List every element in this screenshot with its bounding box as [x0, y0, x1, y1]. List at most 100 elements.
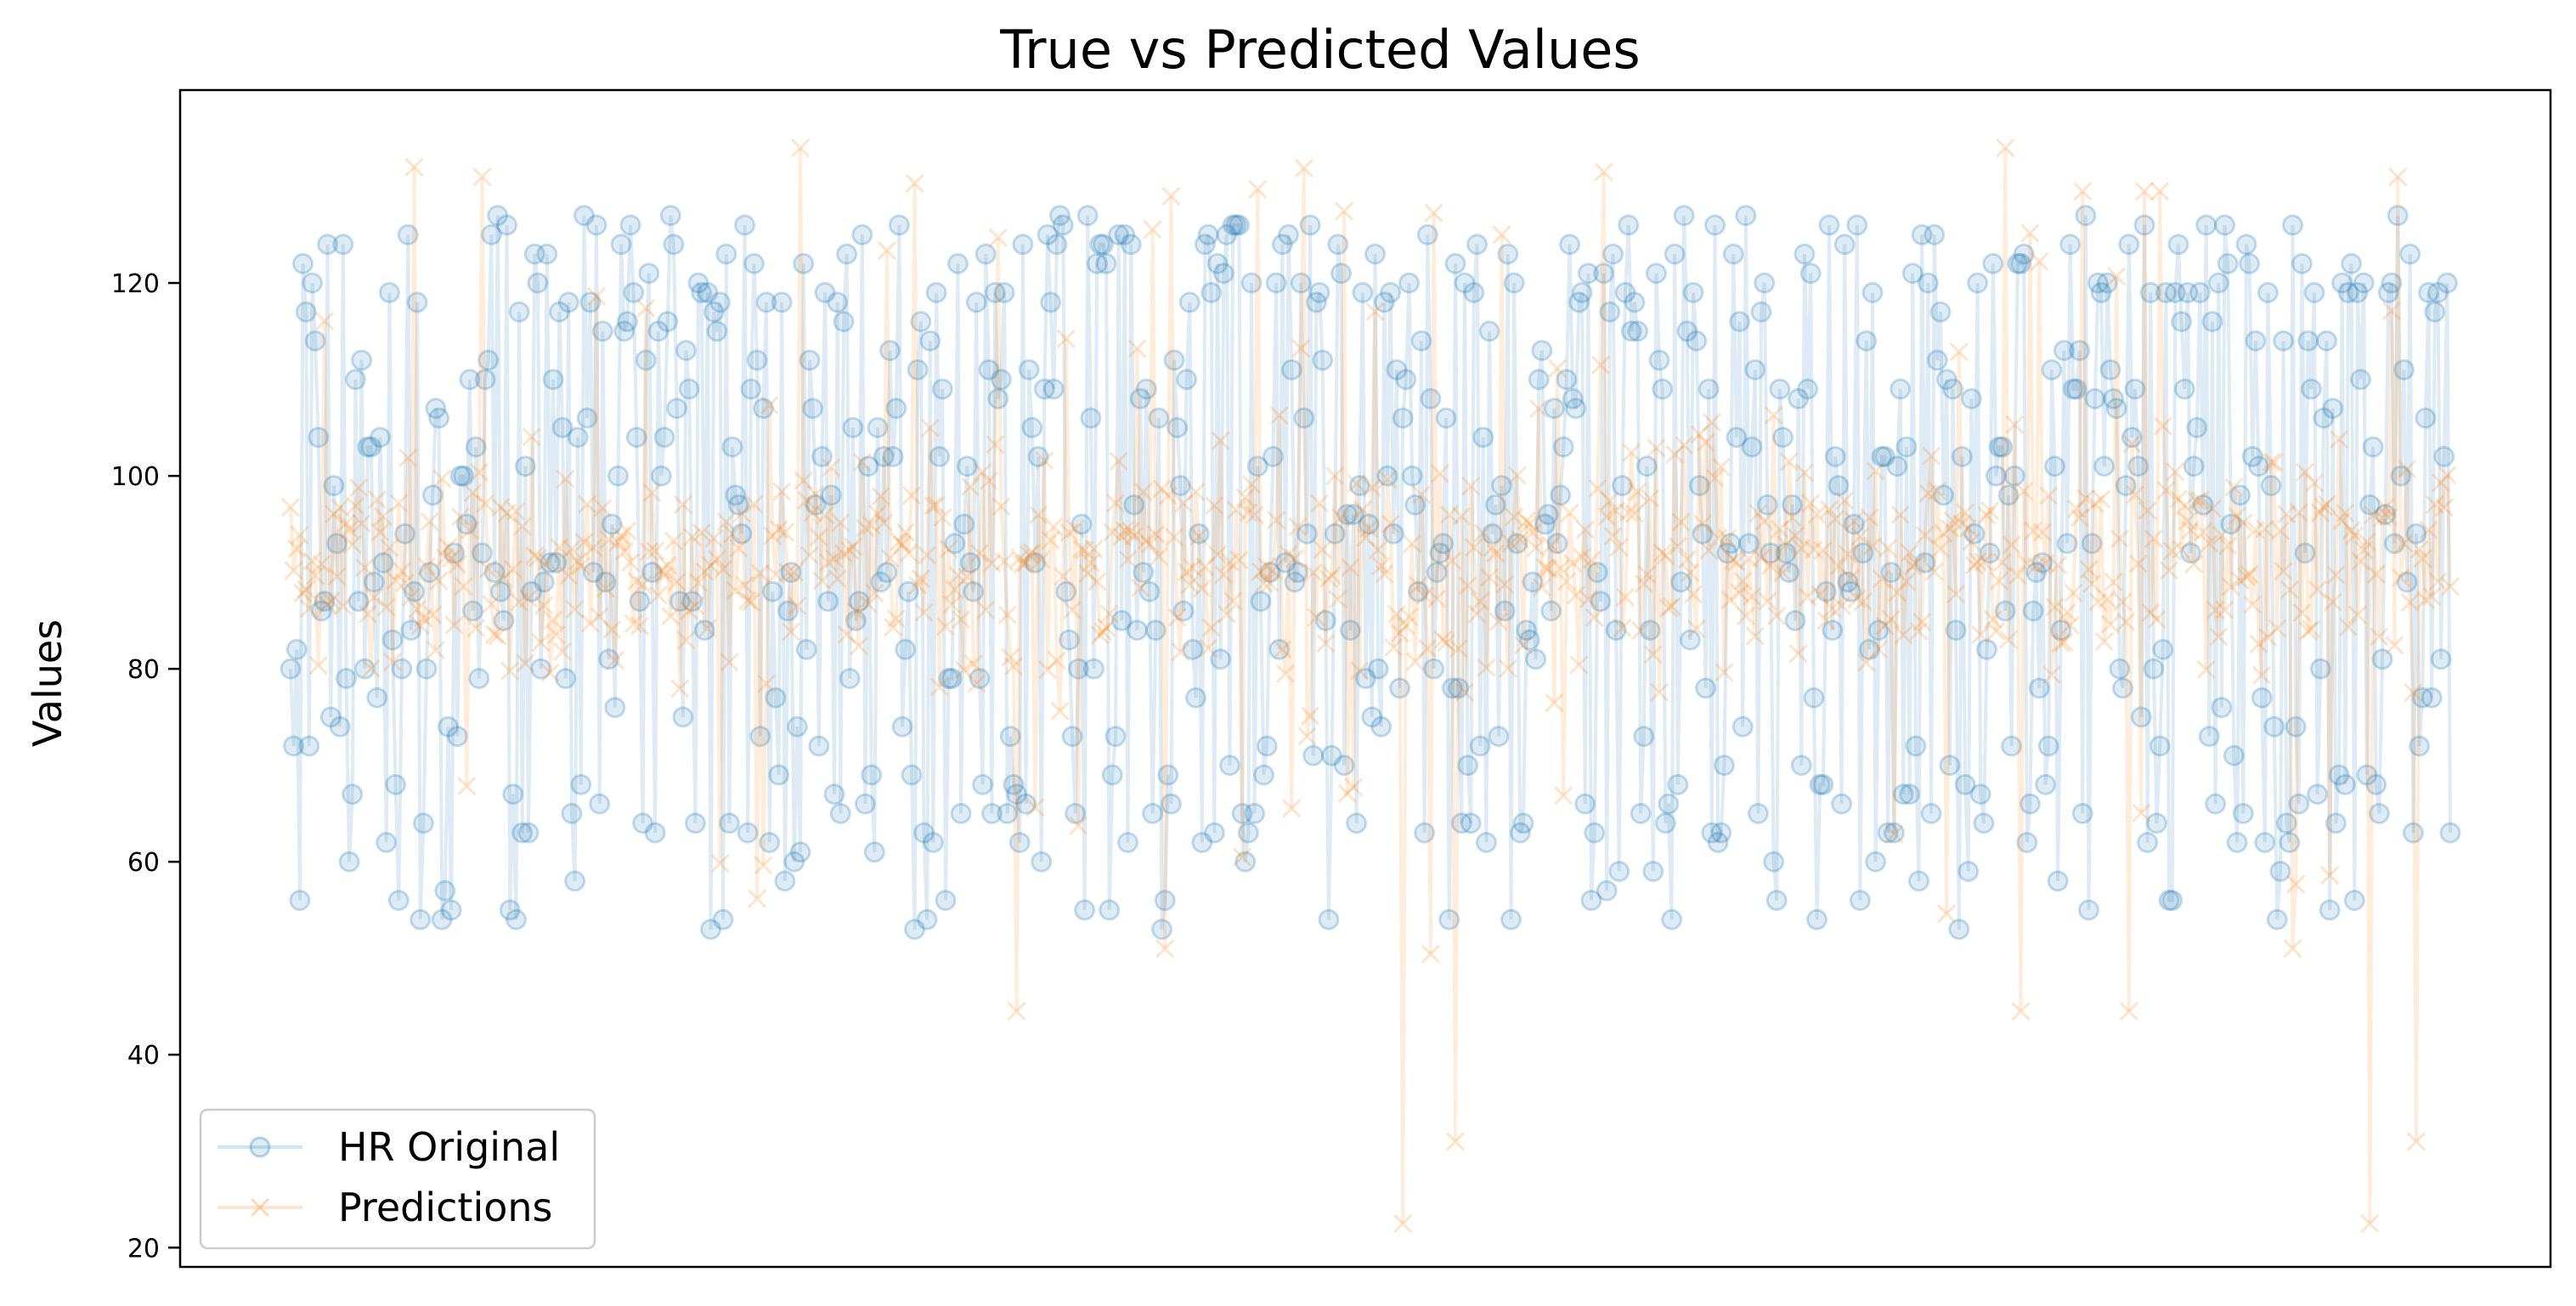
predictions-point [336, 513, 356, 533]
predictions-point [1656, 546, 1675, 566]
predictions-point [2030, 252, 2049, 271]
hr-original-point [394, 523, 416, 545]
predictions-point [765, 565, 786, 585]
predictions-point [1377, 470, 1398, 489]
predictions-point [556, 469, 575, 489]
predictions-point [1199, 638, 1218, 658]
predictions-point [565, 599, 585, 619]
predictions-point [2202, 499, 2223, 518]
hr-original-point [2084, 387, 2106, 410]
predictions-point [1505, 507, 1524, 527]
hr-original-point [2143, 658, 2165, 680]
hr-original-point [412, 812, 434, 834]
predictions-point [1785, 526, 1805, 546]
predictions-point [1560, 503, 1579, 523]
hr-original-point [2001, 735, 2023, 757]
hr-original-point [595, 571, 617, 593]
predictions-point [1541, 535, 1561, 555]
hr-original-point [1812, 773, 1834, 795]
predictions-point [1522, 523, 1542, 542]
predictions-point [2070, 508, 2089, 528]
hr-original-point [607, 465, 629, 487]
predictions-point [306, 566, 325, 585]
hr-original-point [1133, 562, 1155, 584]
predictions-point [1118, 550, 1138, 569]
predictions-point [1822, 599, 1842, 619]
hr-original-point [765, 687, 787, 709]
hr-original-point [387, 890, 410, 912]
predictions-point [2308, 580, 2327, 599]
hr-original-point [1763, 851, 1785, 873]
legend: HR Original Predictions [199, 1108, 596, 1250]
hr-original-point [1920, 802, 1942, 824]
hr-original-point [1525, 648, 1547, 670]
predictions-point [729, 539, 749, 558]
predictions-point [408, 599, 427, 619]
hr-original-point [1803, 687, 1825, 709]
hr-original-series [280, 205, 2461, 941]
hr-original-point [404, 580, 425, 602]
hr-original-point [709, 291, 731, 314]
predictions-point [1263, 561, 1283, 580]
hr-original-point [1172, 600, 1195, 622]
hr-original-point [1720, 533, 1742, 555]
hr-original-point [1095, 252, 1117, 274]
hr-original-legend-marker [249, 1136, 271, 1158]
hr-original-point [687, 272, 709, 294]
predictions-point [1214, 565, 1234, 585]
predictions-point [926, 495, 946, 515]
hr-original-point [2377, 281, 2399, 303]
hr-original-point [397, 223, 419, 246]
predictions-point [1826, 509, 1845, 529]
hr-original-point [295, 301, 317, 323]
predictions-point [1597, 506, 1617, 527]
hr-original-point [1420, 387, 1442, 410]
hr-original-point [1274, 551, 1296, 574]
predictions-point [2394, 534, 2414, 553]
predictions-point [1692, 514, 1713, 534]
hr-original-point [351, 349, 373, 371]
predictions-point [840, 541, 860, 561]
hr-original-point [1818, 214, 1840, 236]
predictions-point [2014, 482, 2034, 501]
predictions-point [794, 471, 813, 490]
predictions-point [2323, 592, 2342, 612]
hr-original-point [972, 773, 994, 795]
hr-original-point [2090, 281, 2112, 303]
hr-original-point [1707, 832, 1729, 853]
predictions-point [299, 599, 319, 619]
predictions-point [2116, 612, 2136, 631]
predictions-point [1717, 529, 1737, 548]
hr-original-point [2334, 773, 2356, 795]
hr-original-point [1318, 908, 1340, 930]
hr-original-point [817, 591, 839, 613]
hr-original-point [1673, 205, 1695, 227]
predictions-point [1127, 339, 1147, 359]
predictions-point [828, 569, 847, 589]
hr-original-point [1423, 658, 1445, 680]
hr-original-point [1667, 773, 1689, 795]
axes-frame [178, 88, 2552, 1269]
predictions-point [2190, 490, 2210, 510]
hr-original-point [1661, 908, 1683, 930]
predictions-point [924, 495, 943, 516]
predictions-point [2252, 665, 2272, 685]
hr-original-point [1370, 715, 1393, 738]
predictions-point [2200, 534, 2219, 553]
hr-original-point [357, 436, 379, 458]
hr-original-point [904, 919, 926, 941]
legend-box [199, 1108, 596, 1250]
predictions-point [714, 559, 733, 579]
hr-original-point [1939, 755, 1961, 777]
predictions-point [2236, 567, 2257, 586]
predictions-point [744, 495, 764, 514]
predictions-point [1832, 596, 1851, 615]
hr-original-point [2019, 793, 2041, 815]
hr-original-point [969, 668, 991, 689]
predictions-point [816, 506, 835, 525]
hr-original-point [771, 291, 793, 314]
hr-original-point [944, 533, 966, 555]
predictions-point [1087, 572, 1107, 591]
predictions-point [1229, 550, 1249, 570]
